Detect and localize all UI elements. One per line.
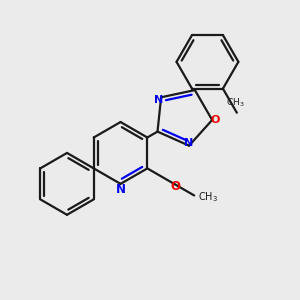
Text: O: O <box>211 115 220 125</box>
Text: N: N <box>184 138 194 148</box>
Text: N: N <box>116 183 126 196</box>
Text: N: N <box>154 94 164 105</box>
Text: CH$_3$: CH$_3$ <box>198 190 218 204</box>
Text: CH$_3$: CH$_3$ <box>226 97 245 109</box>
Text: O: O <box>170 180 180 193</box>
